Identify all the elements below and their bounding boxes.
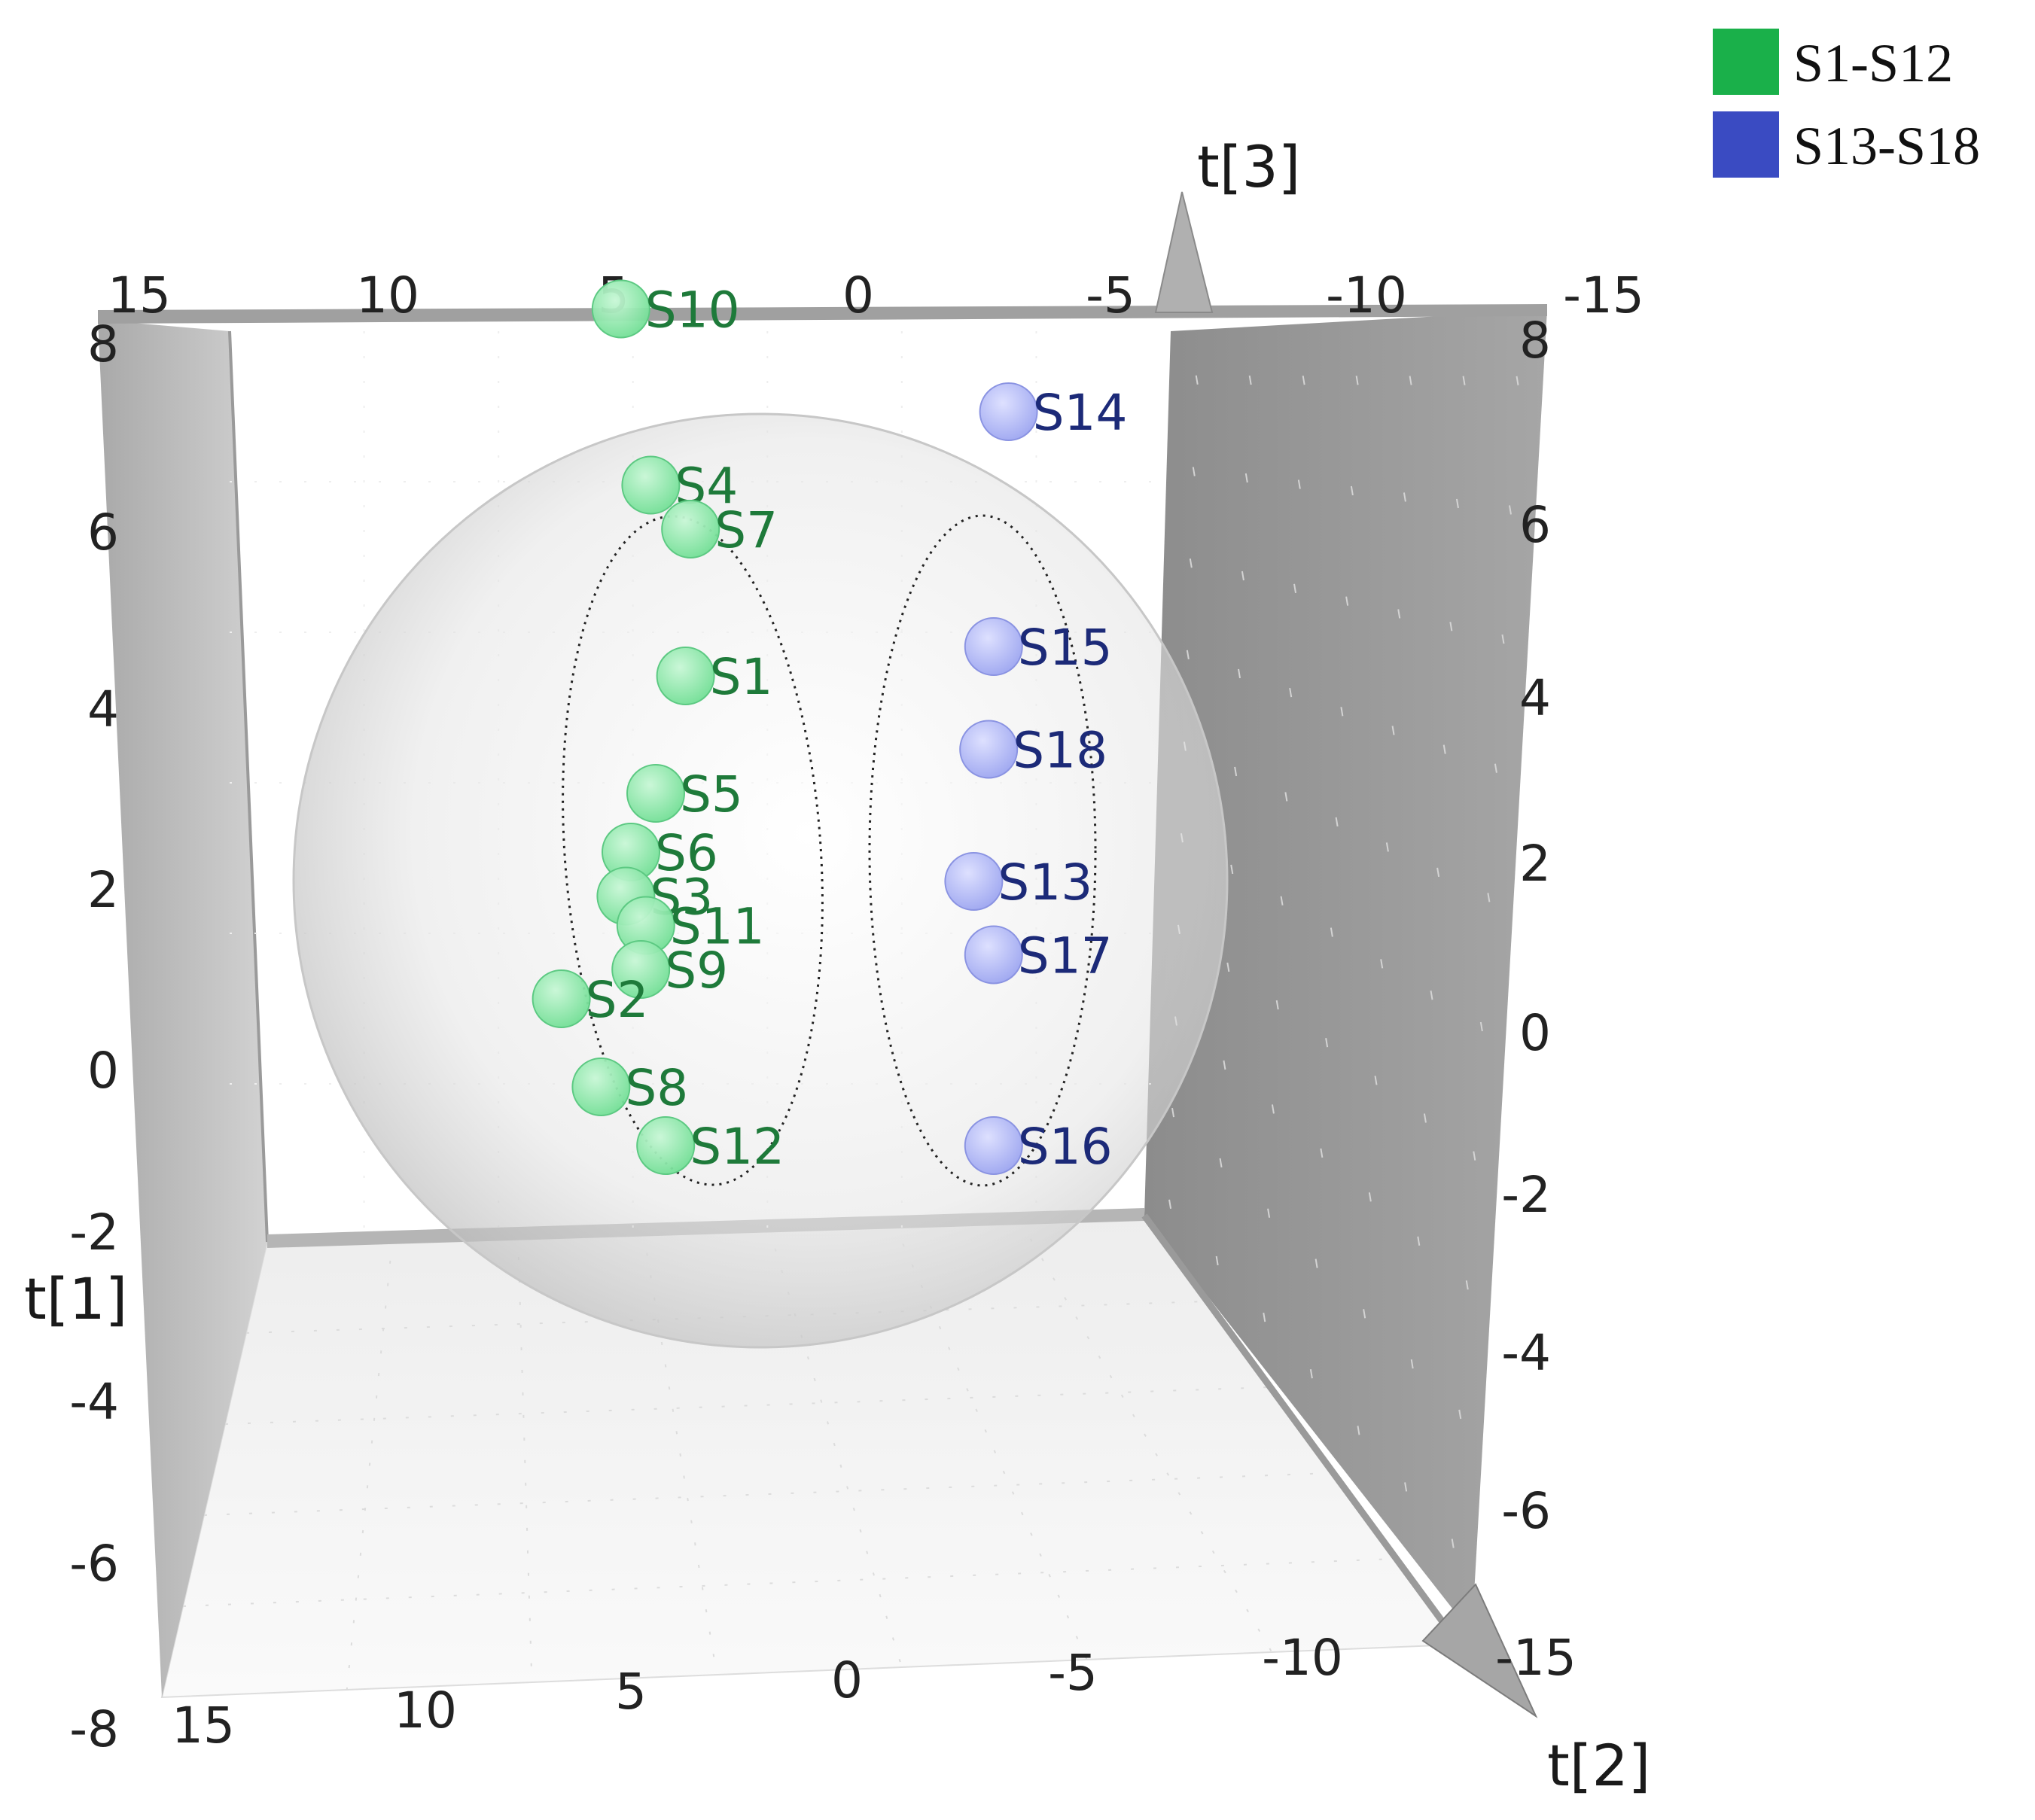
- tick-t1-right-6: -4: [1501, 1324, 1551, 1382]
- t2-axis-arrow: [1421, 1583, 1538, 1718]
- point-s17: [964, 925, 1023, 985]
- series-s13-s18: S14 S15 S18 S13 S17 S16: [944, 382, 1128, 1176]
- t2-axis-line: [1141, 1213, 1449, 1628]
- point-label-s9: S9: [665, 942, 728, 1000]
- tick-t1-right-4: 0: [1519, 1004, 1551, 1062]
- tick-t3-0: 15: [108, 266, 171, 324]
- point-label-s8: S8: [625, 1059, 688, 1117]
- tick-t1-left-2: 4: [87, 680, 119, 738]
- tick-t2-2: 5: [615, 1663, 647, 1721]
- point-label-s15: S15: [1018, 619, 1113, 677]
- tick-t2-6: -15: [1495, 1629, 1577, 1687]
- data-points: S10S4S7S1S5S6S3S11S9S2S8S12S14S15S18S13S…: [532, 279, 1128, 1176]
- tick-t1-left-5: -2: [69, 1204, 119, 1262]
- left-wall-edge: [228, 330, 269, 1243]
- group-ellipse-blue: [868, 514, 1097, 1187]
- point-s13: [944, 852, 1004, 911]
- point-s2: [532, 969, 591, 1028]
- point-label-s11: S11: [670, 898, 765, 956]
- tick-t3-4: -5: [1086, 266, 1135, 324]
- point-s14: [979, 382, 1038, 441]
- point-s16: [964, 1116, 1023, 1175]
- tick-t1-left-0: 8: [87, 315, 119, 373]
- tick-t1-right-1: 6: [1519, 496, 1551, 554]
- point-s9: [611, 940, 671, 999]
- legend-label-s13-s18: S13-S18: [1793, 116, 1980, 176]
- tick-t1-left-3: 2: [87, 861, 119, 919]
- point-s8: [571, 1058, 631, 1116]
- tick-t1-right-3: 2: [1519, 835, 1551, 893]
- point-s10: [591, 279, 650, 339]
- tick-t3-3: 0: [842, 266, 874, 324]
- point-label-s18: S18: [1013, 722, 1107, 780]
- legend-swatch-s1-s12: [1713, 29, 1779, 95]
- tick-t1-left-4: 0: [87, 1042, 119, 1100]
- tick-labels: 151050-5-10-1586420-2-4-6-886420-2-4-615…: [69, 266, 1644, 1758]
- left-wall-plane: [98, 320, 267, 1697]
- point-s1: [656, 647, 715, 705]
- axis-title-t2: t[2]: [1547, 1732, 1650, 1799]
- legend: S1-S12 S13-S18: [1713, 29, 1980, 178]
- tick-t3-1: 10: [356, 266, 419, 324]
- point-s7: [661, 500, 720, 558]
- tick-t2-3: 0: [831, 1651, 863, 1709]
- point-s12: [636, 1116, 696, 1175]
- tick-t1-left-6: -4: [69, 1373, 119, 1431]
- tick-t1-left-1: 6: [87, 504, 119, 562]
- point-label-s13: S13: [998, 854, 1092, 912]
- point-label-s16: S16: [1018, 1118, 1113, 1176]
- legend-swatch-s13-s18: [1713, 111, 1779, 178]
- tick-t2-4: -5: [1048, 1644, 1098, 1702]
- point-label-s2: S2: [586, 971, 649, 1029]
- tick-t2-0: 15: [172, 1697, 235, 1755]
- point-s15: [964, 617, 1023, 676]
- tick-t1-right-5: -2: [1501, 1166, 1551, 1224]
- point-s4: [621, 455, 681, 515]
- tick-t2-1: 10: [394, 1682, 457, 1739]
- point-label-s14: S14: [1033, 384, 1128, 442]
- point-label-s10: S10: [645, 282, 740, 339]
- point-label-s17: S17: [1018, 927, 1113, 985]
- tick-t1-right-0: 8: [1519, 312, 1551, 370]
- floor-grid: [182, 1219, 1395, 1691]
- point-label-s1: S1: [710, 648, 773, 706]
- point-label-s7: S7: [714, 501, 778, 559]
- axis-title-t3: t[3]: [1197, 133, 1300, 200]
- tick-t3-6: -15: [1563, 266, 1644, 324]
- tick-t1-left-7: -6: [69, 1535, 119, 1593]
- point-s18: [959, 720, 1019, 779]
- point-label-s6: S6: [655, 824, 718, 882]
- tick-t1-right-2: 4: [1519, 669, 1551, 727]
- tick-t2-5: -10: [1262, 1629, 1343, 1687]
- point-s5: [626, 764, 685, 823]
- tick-t1-left-8: -8: [69, 1700, 119, 1758]
- axis-title-t1: t[1]: [24, 1265, 127, 1332]
- tick-t1-right-7: -6: [1501, 1482, 1551, 1540]
- right-wall-grid: [1168, 375, 1519, 1548]
- point-label-s12: S12: [690, 1118, 784, 1176]
- right-wall-plane: [1144, 310, 1547, 1633]
- t3-axis-arrow: [1154, 191, 1214, 313]
- tick-t3-5: -10: [1326, 266, 1407, 324]
- point-label-s5: S5: [680, 765, 743, 823]
- legend-label-s1-s12: S1-S12: [1793, 33, 1953, 93]
